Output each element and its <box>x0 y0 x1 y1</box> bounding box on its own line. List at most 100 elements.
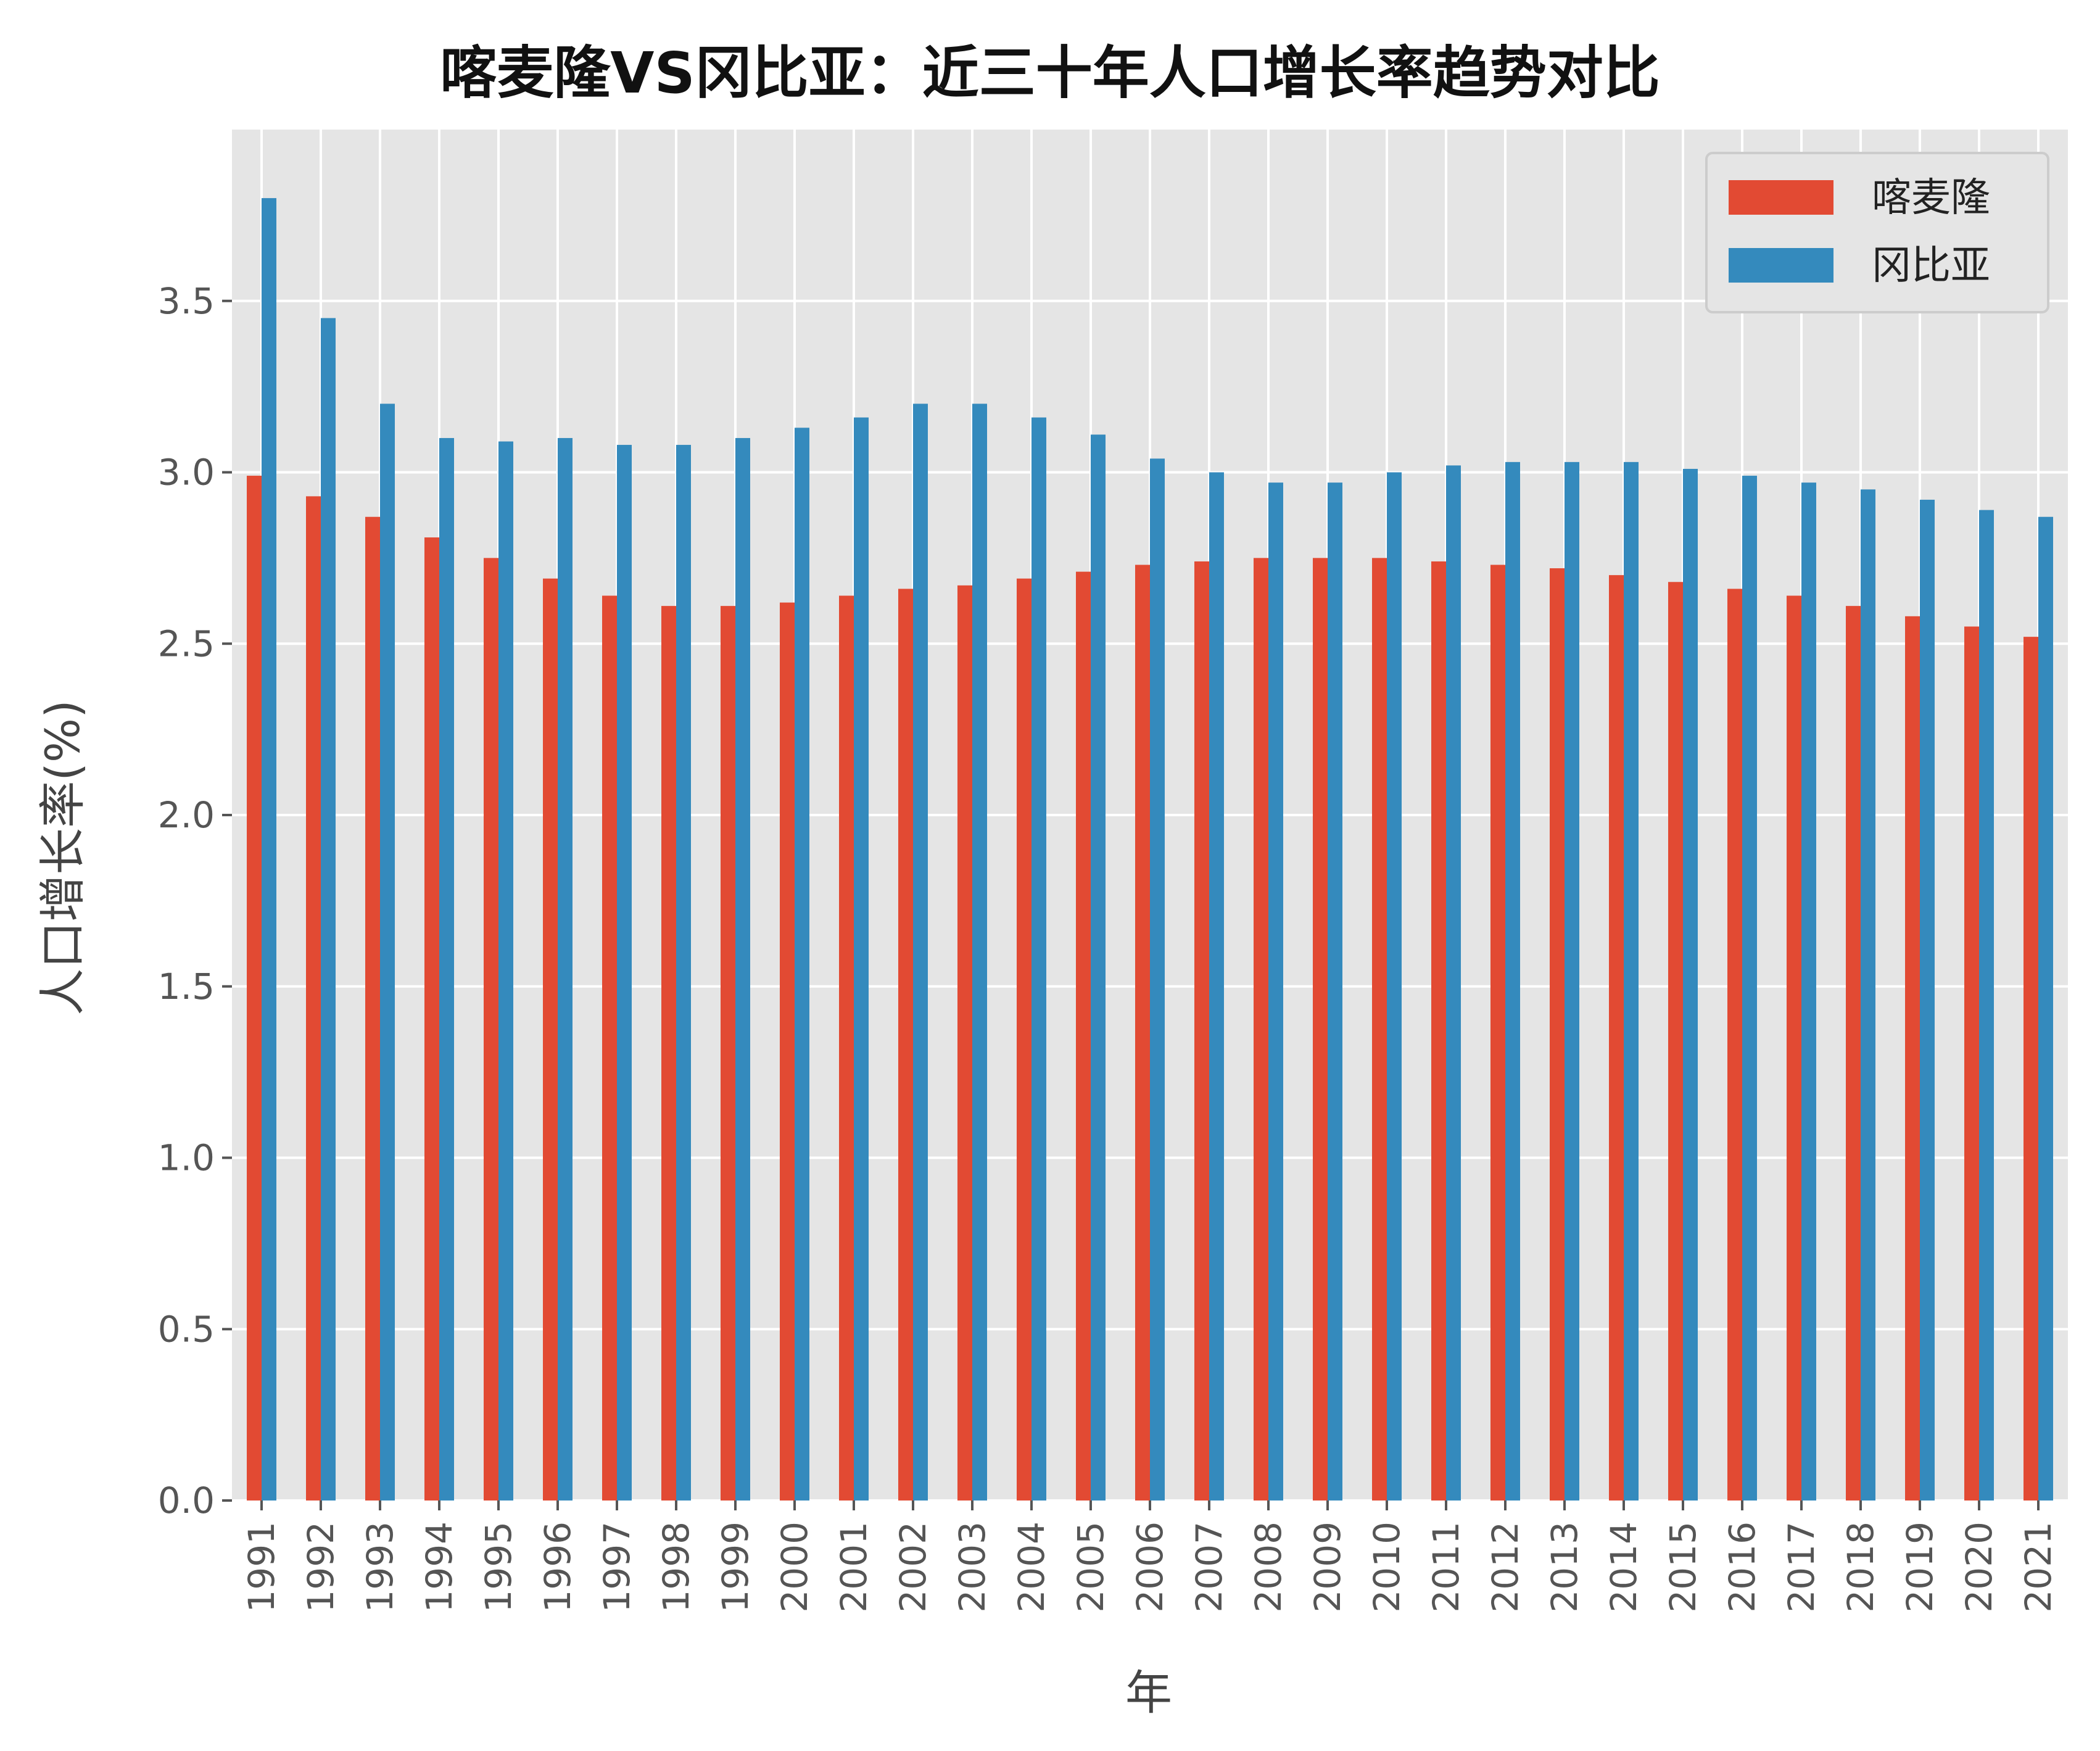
bar-gambia-1997 <box>617 445 632 1501</box>
x-tick-label: 2014 <box>1603 1521 1645 1613</box>
bar-cameroon-2019 <box>1905 616 1920 1501</box>
y-axis-label: 人口增长率(%) <box>35 700 90 1016</box>
bar-gambia-2013 <box>1565 462 1579 1501</box>
bar-cameroon-1993 <box>365 516 380 1501</box>
bar-gambia-2006 <box>1150 458 1165 1501</box>
bar-cameroon-2007 <box>1194 561 1209 1501</box>
bar-gambia-1992 <box>321 318 336 1501</box>
bar-gambia-1994 <box>439 437 454 1501</box>
bar-cameroon-2021 <box>2024 637 2038 1501</box>
x-tick-label: 1992 <box>300 1521 342 1613</box>
bar-cameroon-2006 <box>1135 565 1150 1501</box>
bar-gambia-2017 <box>1801 482 1816 1501</box>
y-tick-label: 2.5 <box>158 623 215 664</box>
bar-gambia-2000 <box>795 428 809 1501</box>
bar-gambia-1996 <box>558 437 573 1501</box>
bar-cameroon-2018 <box>1846 606 1861 1501</box>
x-axis: 1991 1992 1993 1994 1995 1996 1997 1998 1999 2000… <box>241 1501 2059 1613</box>
x-tick-label: 2010 <box>1366 1521 1408 1613</box>
x-tick-label: 2021 <box>2017 1521 2059 1613</box>
y-tick-label: 0.5 <box>158 1308 215 1350</box>
x-tick-label: 2007 <box>1188 1521 1230 1613</box>
bar-cameroon-1999 <box>721 606 735 1501</box>
bar-gambia-2012 <box>1505 462 1520 1501</box>
x-axis-label: 年 <box>1125 1665 1172 1720</box>
bar-cameroon-2002 <box>898 589 913 1501</box>
chart-title: 喀麦隆VS冈比亚：近三十年人口增长率趋势对比 <box>440 40 1660 106</box>
bar-gambia-2019 <box>1920 499 1935 1501</box>
x-tick-label: 2009 <box>1307 1521 1349 1613</box>
x-tick-label: 2001 <box>833 1521 875 1613</box>
x-tick-label: 1993 <box>359 1521 401 1613</box>
x-tick-label: 2015 <box>1662 1521 1704 1613</box>
bar-cameroon-2020 <box>1964 626 1979 1501</box>
bar-gambia-2005 <box>1091 434 1106 1501</box>
x-tick-label: 1994 <box>418 1521 460 1613</box>
bar-cameroon-1998 <box>661 606 676 1501</box>
legend-label: 冈比亚 <box>1872 243 1990 289</box>
x-tick-label: 2019 <box>1899 1521 1941 1613</box>
bar-cameroon-2010 <box>1372 558 1387 1501</box>
x-tick-label: 2003 <box>951 1521 993 1613</box>
bar-cameroon-2000 <box>780 602 795 1501</box>
x-tick-label: 2012 <box>1484 1521 1526 1613</box>
bar-gambia-1993 <box>380 404 395 1501</box>
y-tick-label: 1.5 <box>158 966 215 1008</box>
bar-cameroon-1996 <box>543 578 558 1501</box>
bar-cameroon-2016 <box>1727 589 1742 1501</box>
bar-gambia-1991 <box>262 198 276 1501</box>
x-tick-label: 2002 <box>892 1521 934 1613</box>
x-tick-label: 2018 <box>1840 1521 1882 1613</box>
bar-cameroon-2004 <box>1017 578 1031 1501</box>
bar-gambia-2020 <box>1979 510 1994 1501</box>
bar-gambia-1995 <box>498 441 513 1501</box>
bar-gambia-2014 <box>1624 462 1639 1501</box>
bar-gambia-2007 <box>1209 472 1224 1501</box>
bar-gambia-2009 <box>1328 482 1342 1501</box>
x-tick-label: 2016 <box>1721 1521 1763 1613</box>
x-tick-label: 2011 <box>1425 1521 1467 1613</box>
x-tick-label: 2004 <box>1011 1521 1052 1613</box>
y-tick-label: 3.0 <box>158 452 215 494</box>
bar-gambia-2018 <box>1861 489 1875 1501</box>
bar-cameroon-1997 <box>602 595 617 1501</box>
bar-gambia-2015 <box>1683 468 1698 1501</box>
bar-gambia-1998 <box>676 445 691 1501</box>
bar-cameroon-2003 <box>957 585 972 1501</box>
bar-cameroon-2001 <box>839 595 854 1501</box>
x-tick-label: 1991 <box>241 1521 283 1613</box>
x-tick-label: 1998 <box>655 1521 697 1613</box>
x-tick-label: 2000 <box>774 1521 816 1613</box>
y-axis: 0.0 0.5 1.0 1.5 2.0 2.5 3.0 3.5 <box>158 280 232 1521</box>
bar-cameroon-2013 <box>1550 568 1565 1501</box>
y-tick-label: 1.0 <box>158 1137 215 1179</box>
bar-gambia-1999 <box>735 437 750 1501</box>
bar-gambia-2001 <box>854 417 869 1501</box>
bar-cameroon-2011 <box>1431 561 1446 1501</box>
bar-cameroon-2005 <box>1076 571 1091 1501</box>
bar-cameroon-2009 <box>1313 558 1328 1501</box>
y-tick-label: 2.0 <box>158 794 215 836</box>
bar-gambia-2004 <box>1031 417 1046 1501</box>
bar-gambia-2011 <box>1446 465 1461 1501</box>
x-tick-label: 1999 <box>714 1521 756 1613</box>
bar-cameroon-2014 <box>1609 575 1624 1501</box>
bar-gambia-2002 <box>913 404 928 1501</box>
bar-cameroon-1991 <box>247 476 262 1501</box>
x-tick-label: 1996 <box>537 1521 579 1613</box>
x-tick-label: 2017 <box>1780 1521 1822 1613</box>
bar-gambia-2003 <box>972 404 987 1501</box>
bars <box>247 198 2053 1501</box>
x-tick-label: 1995 <box>477 1521 519 1613</box>
bar-cameroon-1994 <box>424 537 439 1501</box>
y-tick-label: 0.0 <box>158 1480 215 1521</box>
bar-cameroon-2008 <box>1254 558 1268 1501</box>
bar-gambia-2016 <box>1742 476 1757 1501</box>
bar-cameroon-2015 <box>1668 582 1683 1501</box>
x-tick-label: 2006 <box>1129 1521 1171 1613</box>
x-tick-label: 2013 <box>1544 1521 1585 1613</box>
bar-gambia-2010 <box>1387 472 1402 1501</box>
